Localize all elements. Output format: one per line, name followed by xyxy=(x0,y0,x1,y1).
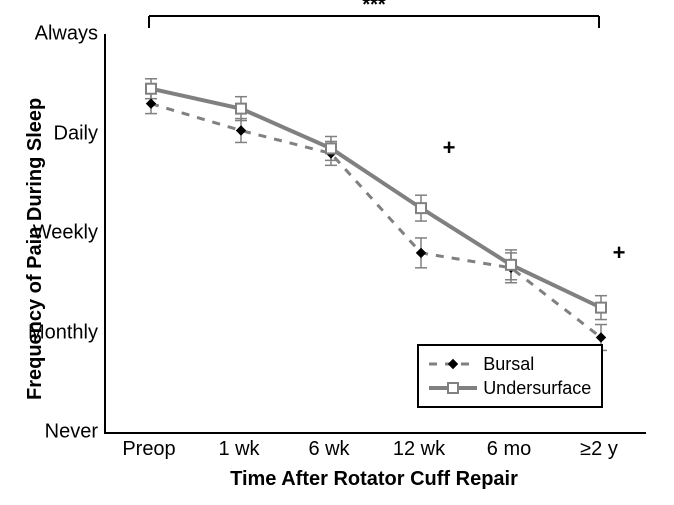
legend-item: Bursal xyxy=(429,352,591,376)
legend-label: Undersurface xyxy=(483,378,591,399)
legend-label: Bursal xyxy=(483,354,534,375)
legend-item: Undersurface xyxy=(429,376,591,400)
significance-plus: + xyxy=(613,240,626,266)
y-tick-label: Monthly xyxy=(8,321,98,344)
legend-swatch xyxy=(429,378,477,398)
y-tick-label: Always xyxy=(8,23,98,46)
x-tick-label: Preop xyxy=(122,438,175,461)
legend: Bursal Undersurface xyxy=(417,344,603,408)
pain-frequency-chart: Frequency of Pain During Sleep Time Afte… xyxy=(0,0,674,505)
x-tick-label: 12 wk xyxy=(393,438,445,461)
legend-swatch xyxy=(429,354,477,374)
x-tick-label: ≥2 y xyxy=(580,438,618,461)
x-tick-label: 6 mo xyxy=(487,438,531,461)
y-tick-label: Never xyxy=(8,421,98,444)
x-tick-label: 1 wk xyxy=(218,438,259,461)
y-tick-label: Weekly xyxy=(8,222,98,245)
significance-stars: *** xyxy=(362,0,385,17)
significance-plus: + xyxy=(443,135,456,161)
x-axis-title: Time After Rotator Cuff Repair xyxy=(104,468,644,491)
y-tick-label: Daily xyxy=(8,122,98,145)
x-tick-label: 6 wk xyxy=(308,438,349,461)
